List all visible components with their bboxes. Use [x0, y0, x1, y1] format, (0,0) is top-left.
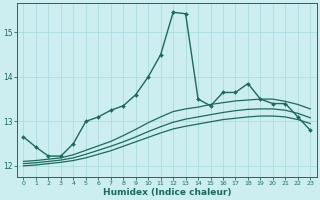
X-axis label: Humidex (Indice chaleur): Humidex (Indice chaleur)	[103, 188, 231, 197]
